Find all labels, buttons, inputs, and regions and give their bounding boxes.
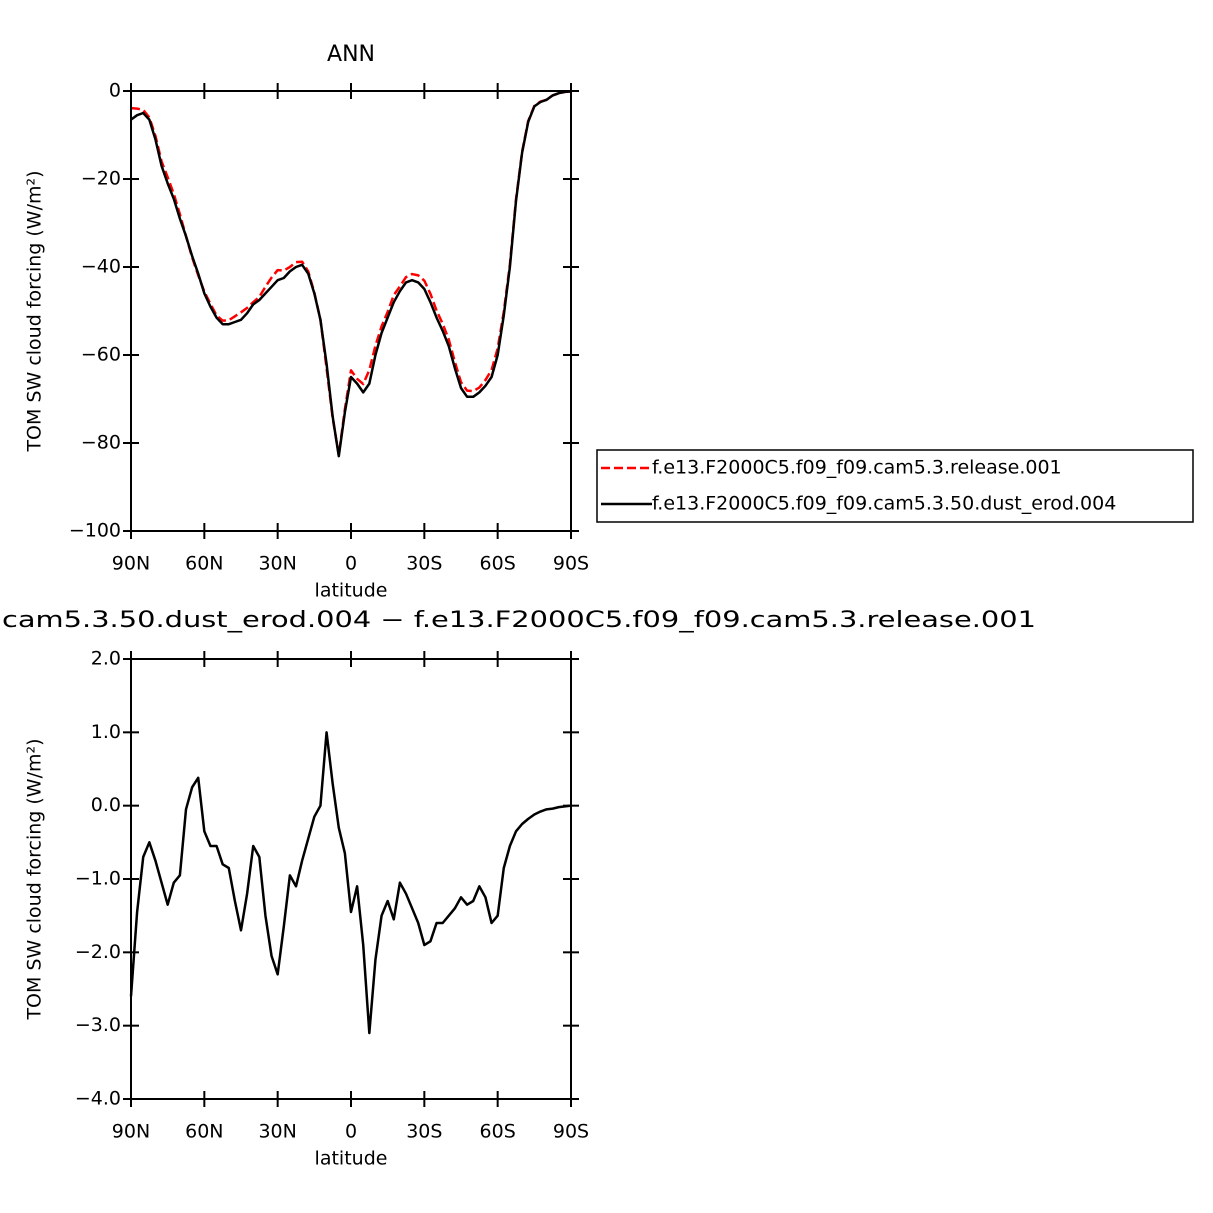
legend-label: f.e13.F2000C5.f09_f09.cam5.3.50.dust_ero… xyxy=(652,493,1116,515)
y-tick-label: −4.0 xyxy=(75,1088,121,1110)
y-tick-label: 1.0 xyxy=(91,721,121,743)
x-tick-label: 30S xyxy=(406,553,442,575)
y-tick-label: 2.0 xyxy=(91,648,121,670)
x-tick-label: 60S xyxy=(480,1121,516,1143)
y-axis-label: TOM SW cloud forcing (W/m²) xyxy=(24,170,46,452)
y-tick-label: −60 xyxy=(81,344,121,366)
x-tick-label: 90S xyxy=(553,1121,589,1143)
y-axis-label: TOM SW cloud forcing (W/m²) xyxy=(24,738,46,1020)
y-tick-label: −1.0 xyxy=(75,868,121,890)
data-line xyxy=(129,731,572,1035)
x-axis-label: latitude xyxy=(315,1148,388,1170)
x-tick-label: 30N xyxy=(258,1121,296,1143)
plot-frame xyxy=(130,658,572,1100)
x-tick-label: 0 xyxy=(345,553,357,575)
x-tick-label: 30N xyxy=(258,553,296,575)
x-tick-label: 90N xyxy=(112,553,150,575)
x-tick-label: 0 xyxy=(345,1121,357,1143)
x-tick-label: 60N xyxy=(185,1121,223,1143)
x-tick-label: 90N xyxy=(112,1121,150,1143)
data-line xyxy=(130,90,572,457)
chart-title: ANN xyxy=(327,42,375,67)
plot-frame xyxy=(130,90,572,532)
y-tick-label: −80 xyxy=(81,432,121,454)
y-tick-label: 0.0 xyxy=(91,794,121,816)
x-axis-label: latitude xyxy=(315,580,388,602)
x-tick-label: 90S xyxy=(553,553,589,575)
y-tick-label: −20 xyxy=(81,168,121,190)
legend-box xyxy=(596,449,1194,523)
y-tick-label: 0 xyxy=(109,80,121,102)
x-tick-label: 30S xyxy=(406,1121,442,1143)
y-tick-label: −3.0 xyxy=(75,1014,121,1036)
data-line xyxy=(130,90,572,458)
legend-label: f.e13.F2000C5.f09_f09.cam5.3.release.001 xyxy=(652,457,1062,479)
y-tick-label: −100 xyxy=(69,520,121,542)
y-tick-label: −2.0 xyxy=(75,941,121,963)
x-tick-label: 60S xyxy=(480,553,516,575)
x-tick-label: 60N xyxy=(185,553,223,575)
y-tick-label: −40 xyxy=(81,256,121,278)
chart-title: f.e13.F2000C5.f09_f09.cam5.3.50.dust_ero… xyxy=(0,608,1036,633)
